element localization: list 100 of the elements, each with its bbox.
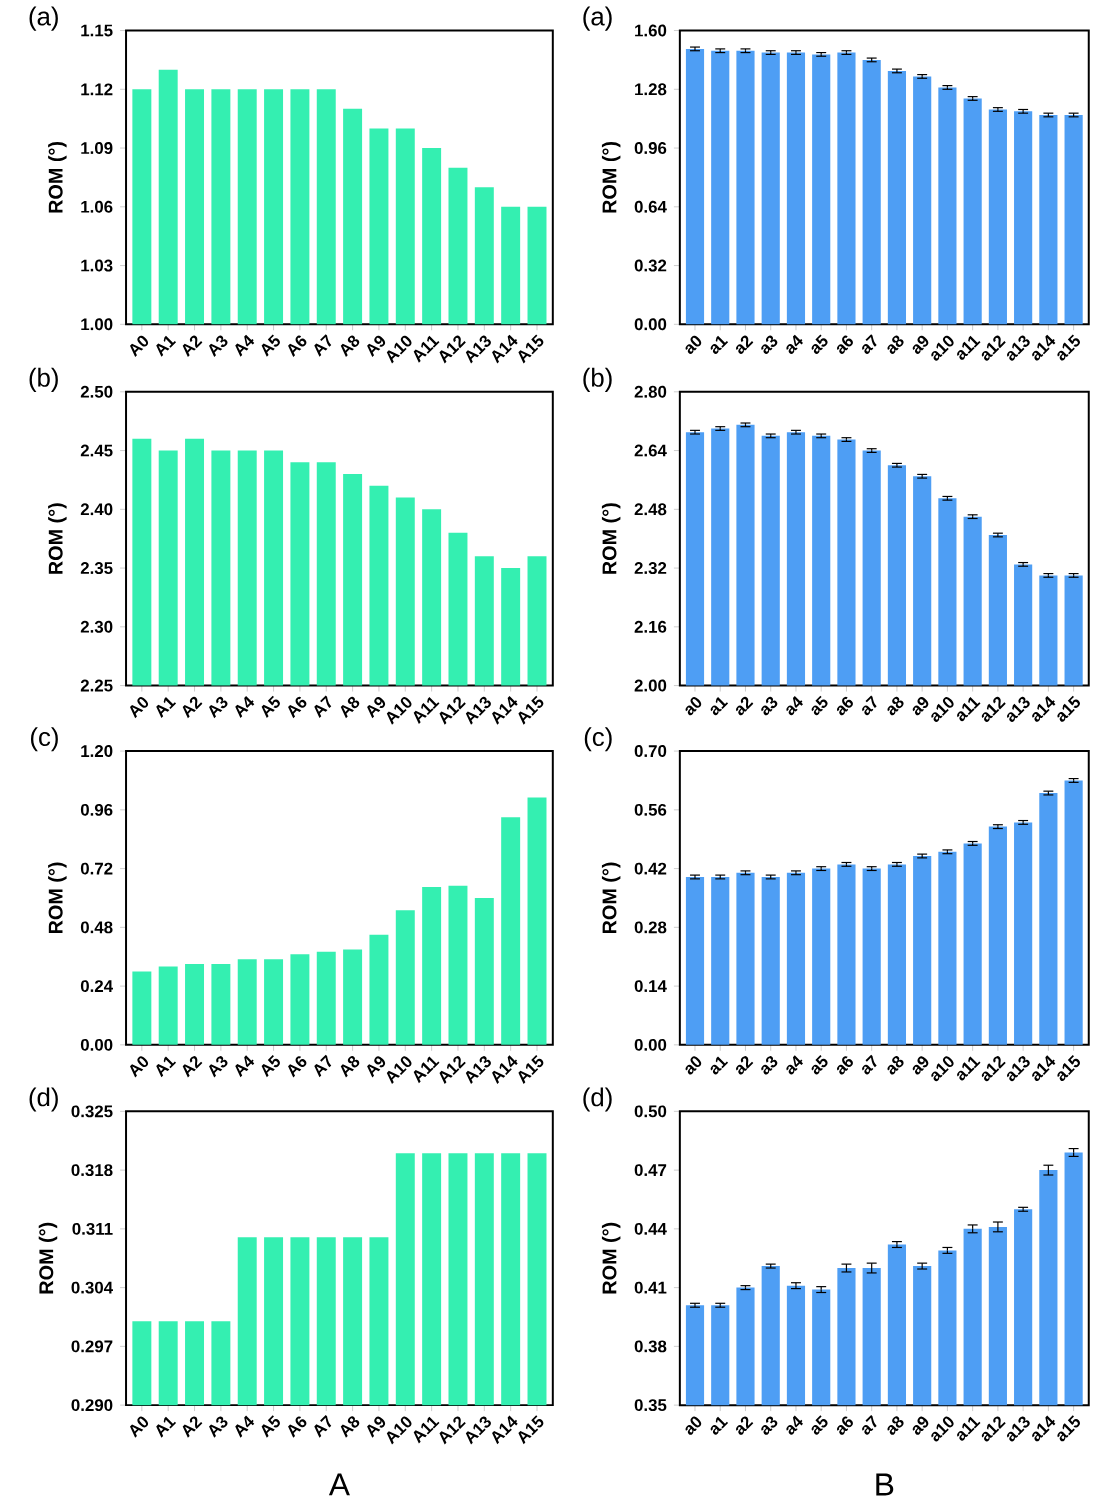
bar <box>1014 111 1033 325</box>
y-tick-label: 0.28 <box>634 921 667 934</box>
chart-title: (a) <box>583 6 612 31</box>
bar <box>736 50 755 325</box>
x-tick-label: A7 <box>314 695 332 719</box>
x-tick-label: A7 <box>314 1414 332 1438</box>
y-tick-label: 0.96 <box>81 803 113 816</box>
x-tick-label: a12 <box>981 696 1006 722</box>
x-tick-label: a5 <box>811 695 828 716</box>
x-tick-label: a14 <box>1032 1055 1056 1082</box>
y-tick-label: 2.16 <box>634 620 667 633</box>
y-tick-label: 2.35 <box>81 562 113 575</box>
x-tick-label: A10 <box>387 335 412 364</box>
chart-title: (c) <box>584 727 612 752</box>
x-tick-label: a4 <box>786 696 804 716</box>
x-tick-label: a8 <box>887 696 904 716</box>
x-tick-label: A4 <box>235 334 255 357</box>
y-axis-title: ROM (°) <box>38 1222 58 1294</box>
x-tick-label: a12 <box>981 335 1006 361</box>
x-tick-label: A11 <box>413 335 440 363</box>
x-tick-label: A10 <box>387 1416 412 1445</box>
x-tick-label: a10 <box>931 335 954 361</box>
bar <box>422 886 442 1045</box>
x-tick-label: A11 <box>413 1416 440 1444</box>
bar <box>913 856 932 1045</box>
x-tick-label: a2 <box>736 1056 754 1075</box>
x-tick-label: a0 <box>685 1056 702 1075</box>
text: A <box>329 1473 351 1496</box>
bar <box>787 872 806 1045</box>
x-tick-label: a11 <box>957 1056 981 1081</box>
x-tick-label: a13 <box>1007 1416 1030 1442</box>
y-tick-label: 0.32 <box>634 259 667 272</box>
bar <box>711 50 730 325</box>
x-tick-label: A5 <box>261 1054 281 1078</box>
x-tick-label: a10 <box>931 1056 954 1082</box>
x-tick-label: a14 <box>1032 696 1056 722</box>
bar <box>787 52 806 325</box>
x-tick-label: A8 <box>340 335 360 357</box>
bar <box>888 864 907 1045</box>
x-tick-label: a6 <box>837 1416 854 1435</box>
y-tick-label: 0.00 <box>634 318 667 331</box>
x-tick-label: A8 <box>340 1056 360 1078</box>
x-tick-label: a3 <box>761 696 778 716</box>
bar <box>211 964 231 1045</box>
x-tick-label: a5 <box>811 1415 828 1435</box>
x-tick-label: A1 <box>156 1056 177 1078</box>
x-tick-label: A8 <box>340 696 360 719</box>
y-tick-label: 1.20 <box>81 745 113 758</box>
x-tick-label: A5 <box>261 1415 281 1438</box>
x-tick-label: a15 <box>1057 695 1081 722</box>
y-tick-label: 1.09 <box>81 142 113 155</box>
x-tick-label: a6 <box>837 335 854 355</box>
x-tick-label: a0 <box>685 335 702 355</box>
x-tick-label: a4 <box>786 1415 804 1435</box>
x-tick-label: a12 <box>981 1056 1006 1082</box>
x-tick-label: a2 <box>736 1416 754 1435</box>
x-tick-label: a15 <box>1057 1054 1081 1082</box>
bar <box>316 951 336 1045</box>
y-tick-label: 1.60 <box>635 24 667 37</box>
x-tick-label: A11 <box>413 697 440 725</box>
y-tick-label: 0.72 <box>81 862 113 875</box>
x-tick-label: A13 <box>466 1416 492 1445</box>
bar <box>369 934 389 1045</box>
x-tick-label: a11 <box>957 1416 981 1441</box>
y-tick-label: 2.32 <box>634 562 667 575</box>
x-tick-label: a3 <box>761 335 778 355</box>
x-tick-label: A9 <box>367 1416 386 1438</box>
y-tick-label: 0.42 <box>634 862 667 875</box>
x-tick-label: A0 <box>130 1416 149 1438</box>
x-tick-label: a8 <box>887 1416 904 1435</box>
bar <box>264 959 284 1045</box>
x-tick-label: a2 <box>736 696 754 716</box>
x-tick-label: A10 <box>387 1056 412 1085</box>
y-axis-title: ROM (°) <box>602 141 621 213</box>
bar <box>1064 780 1083 1045</box>
bar <box>448 885 468 1045</box>
x-tick-label: a1 <box>710 697 729 716</box>
x-tick-label: A7 <box>314 1054 332 1078</box>
x-tick-label: A0 <box>130 697 149 719</box>
y-tick-label: 0.24 <box>81 980 114 993</box>
x-tick-label: a3 <box>761 1416 778 1435</box>
bar <box>1039 115 1058 325</box>
x-tick-label: A4 <box>235 696 255 719</box>
x-tick-label: A6 <box>288 1416 307 1438</box>
y-axis-title: ROM (°) <box>602 1222 621 1294</box>
y-axis-title: ROM (°) <box>602 862 621 934</box>
x-tick-label: A13 <box>466 1056 492 1085</box>
y-tick-label: 0.318 <box>71 1164 113 1177</box>
y-tick-label: 0.297 <box>71 1340 113 1353</box>
x-tick-label: A0 <box>130 1056 149 1078</box>
x-tick-label: A6 <box>288 335 307 357</box>
x-tick-label: A9 <box>367 697 386 719</box>
chart-title: (b) <box>29 367 59 392</box>
x-tick-label: a7 <box>862 695 877 716</box>
x-tick-label: a12 <box>981 1416 1006 1442</box>
x-tick-label: A1 <box>156 1416 177 1438</box>
x-tick-label: a8 <box>887 335 904 355</box>
y-axis-title: ROM (°) <box>602 503 621 574</box>
chart-title: (a) <box>29 6 59 31</box>
x-tick-label: A9 <box>367 1056 386 1078</box>
